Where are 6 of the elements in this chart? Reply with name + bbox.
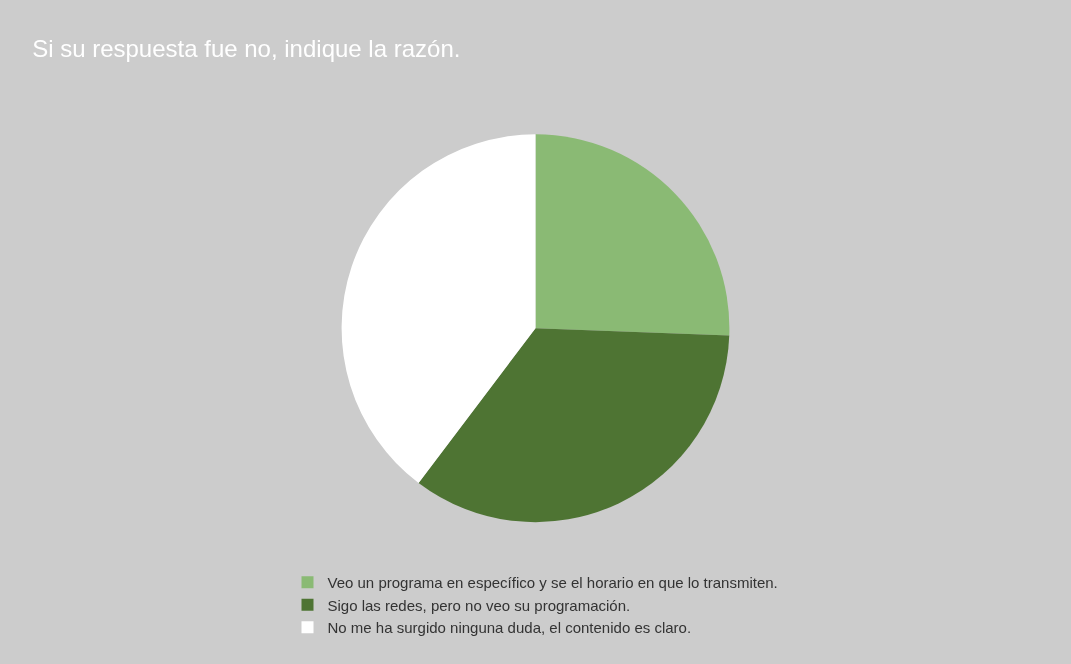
legend-label: No me ha surgido ninguna duda, el contenido es claro. (327, 619, 692, 637)
pie-slice (535, 134, 730, 336)
legend-label: Sigo las redes, pero no veo su programación. (327, 596, 631, 614)
pie-slice (418, 328, 730, 523)
pie-slice (341, 134, 536, 483)
legend-label: Veo un programa en específico y se el horario en que lo transmiten. (327, 574, 778, 592)
